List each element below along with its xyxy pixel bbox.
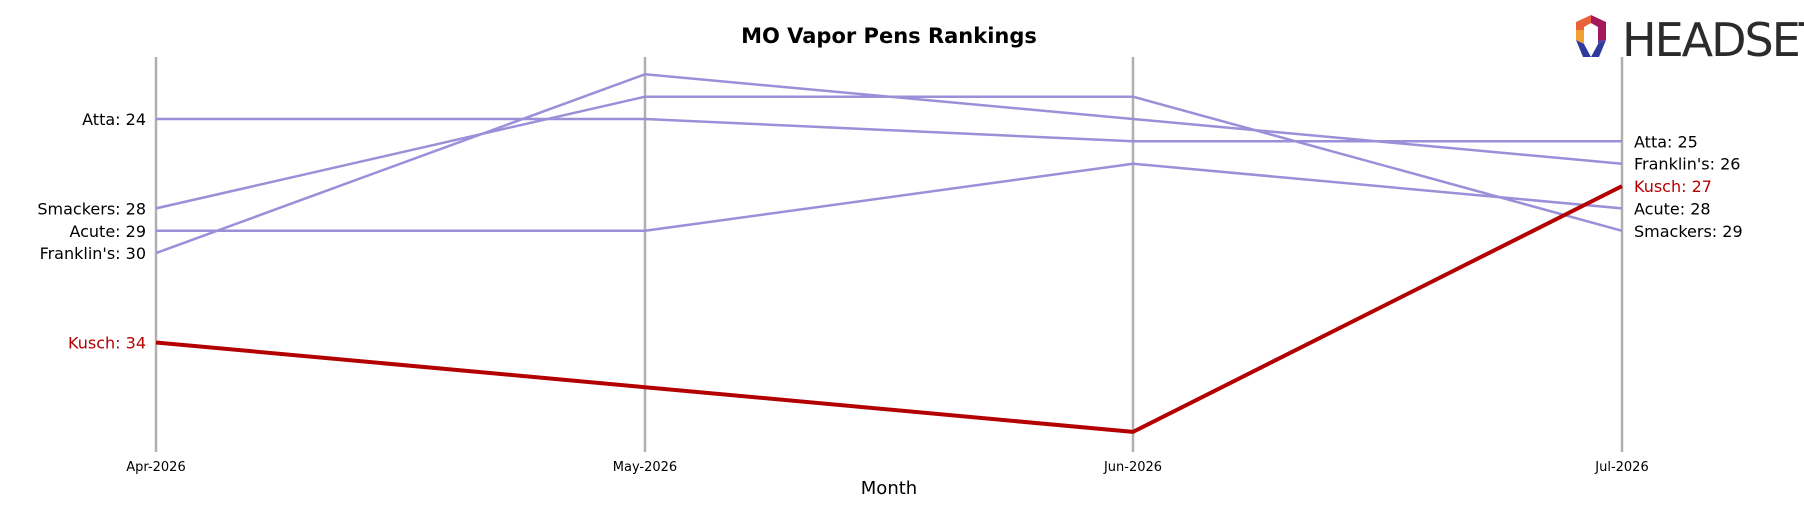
series-line-kusch (155, 184, 1623, 434)
start-label-atta: Atta: 24 (82, 110, 146, 129)
start-label-franklin-s: Franklin's: 30 (40, 244, 146, 263)
start-label-kusch: Kusch: 34 (68, 334, 146, 353)
series-line-franklin-s (155, 73, 1623, 255)
x-axis-label: Month (861, 478, 917, 499)
chart-title: MO Vapor Pens Rankings (741, 24, 1037, 48)
end-label-acute: Acute: 28 (1634, 199, 1711, 218)
series-line-acute (156, 162, 1623, 233)
series-line-smackers (155, 95, 1623, 233)
x-tick-may-2026: May-2026 (613, 460, 677, 475)
start-label-acute: Acute: 29 (69, 222, 146, 241)
x-tick-labels: Apr-2026 May-2026 Jun-2026 Jul-2026 (126, 460, 1648, 475)
start-label-smackers: Smackers: 28 (37, 199, 146, 218)
x-tick-apr-2026: Apr-2026 (126, 460, 185, 475)
headset-logo-icon (1576, 15, 1606, 57)
end-label-atta: Atta: 25 (1634, 132, 1698, 151)
end-label-franklin-s: Franklin's: 26 (1634, 155, 1740, 174)
series-labels: Atta: 24 Atta: 25 Smackers: 28 Smackers: 29… (37, 110, 1742, 353)
logo-text: HEADSET (1622, 13, 1804, 67)
end-label-smackers: Smackers: 29 (1634, 222, 1743, 241)
headset-logo: HEADSET (1576, 13, 1804, 67)
x-tick-jun-2026: Jun-2026 (1103, 460, 1162, 475)
series-line-atta (156, 117, 1622, 143)
month-axes (154, 57, 1624, 452)
series-lines (155, 73, 1623, 434)
end-label-kusch: Kusch: 27 (1634, 177, 1712, 196)
x-tick-jul-2026: Jul-2026 (1594, 460, 1648, 475)
